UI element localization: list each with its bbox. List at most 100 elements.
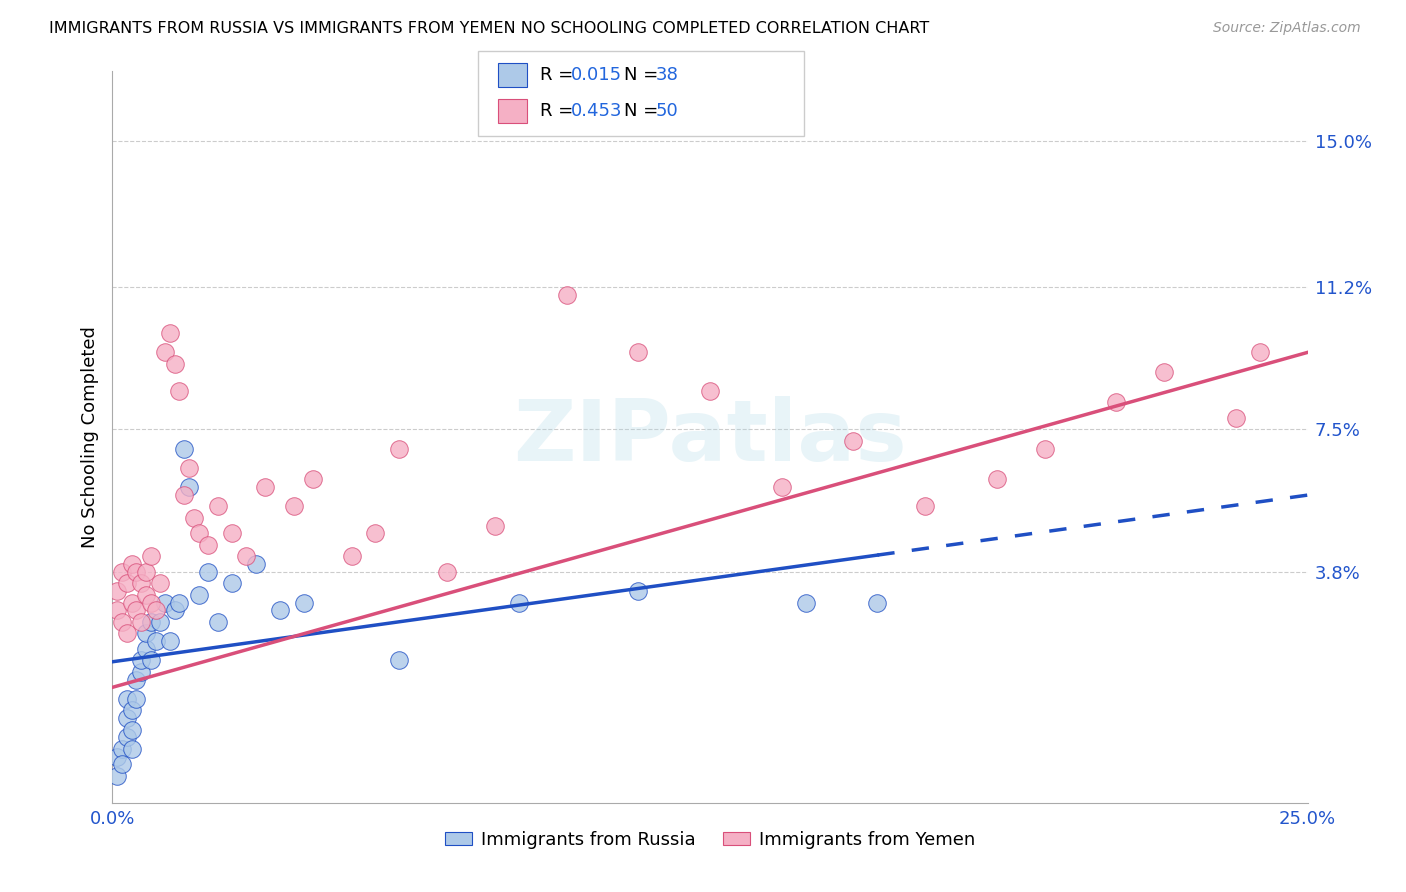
Point bbox=[699, 384, 721, 398]
Point bbox=[1225, 410, 1247, 425]
Text: R =: R = bbox=[540, 66, 579, 84]
Point bbox=[555, 287, 578, 301]
Point bbox=[135, 588, 157, 602]
Point bbox=[187, 588, 209, 602]
Point bbox=[914, 500, 936, 514]
Point bbox=[169, 596, 191, 610]
Point bbox=[388, 653, 411, 667]
Y-axis label: No Schooling Completed: No Schooling Completed bbox=[80, 326, 98, 548]
Point bbox=[221, 526, 243, 541]
Point bbox=[149, 615, 172, 629]
Point bbox=[187, 526, 209, 541]
Point bbox=[173, 442, 195, 456]
Point bbox=[269, 603, 291, 617]
Point bbox=[770, 480, 793, 494]
Point bbox=[177, 480, 200, 494]
Point bbox=[794, 596, 817, 610]
Point bbox=[145, 603, 167, 617]
Point bbox=[129, 615, 152, 629]
Point bbox=[121, 596, 143, 610]
Point bbox=[139, 549, 162, 564]
Point bbox=[177, 461, 200, 475]
Point bbox=[207, 500, 229, 514]
Point bbox=[159, 634, 181, 648]
Point bbox=[197, 565, 219, 579]
Point bbox=[121, 723, 143, 737]
Point bbox=[111, 757, 134, 772]
Point bbox=[508, 596, 530, 610]
Point bbox=[627, 584, 650, 599]
Point bbox=[163, 603, 186, 617]
Point bbox=[105, 749, 128, 764]
Point bbox=[292, 596, 315, 610]
Point bbox=[121, 703, 143, 717]
Point bbox=[139, 615, 162, 629]
Point bbox=[340, 549, 363, 564]
Point bbox=[129, 665, 152, 679]
Point bbox=[125, 603, 148, 617]
Point bbox=[115, 576, 138, 591]
Point bbox=[121, 557, 143, 571]
Point bbox=[115, 711, 138, 725]
Point bbox=[484, 518, 506, 533]
Point bbox=[842, 434, 865, 448]
Text: 0.453: 0.453 bbox=[571, 102, 623, 120]
Text: 0.015: 0.015 bbox=[571, 66, 621, 84]
Point bbox=[115, 626, 138, 640]
Point bbox=[105, 603, 128, 617]
Point bbox=[364, 526, 387, 541]
Point bbox=[627, 345, 650, 359]
Point bbox=[283, 500, 305, 514]
Text: ZIPatlas: ZIPatlas bbox=[513, 395, 907, 479]
Text: IMMIGRANTS FROM RUSSIA VS IMMIGRANTS FROM YEMEN NO SCHOOLING COMPLETED CORRELATI: IMMIGRANTS FROM RUSSIA VS IMMIGRANTS FRO… bbox=[49, 21, 929, 36]
Point bbox=[197, 538, 219, 552]
Point bbox=[986, 472, 1008, 486]
Text: 38: 38 bbox=[655, 66, 678, 84]
Point bbox=[111, 742, 134, 756]
Point bbox=[115, 731, 138, 745]
Point bbox=[125, 565, 148, 579]
Text: R =: R = bbox=[540, 102, 579, 120]
Point bbox=[115, 691, 138, 706]
Point bbox=[183, 511, 205, 525]
Point bbox=[153, 345, 176, 359]
Point bbox=[135, 565, 157, 579]
Point bbox=[436, 565, 458, 579]
Point bbox=[245, 557, 267, 571]
Text: 50: 50 bbox=[655, 102, 678, 120]
Point bbox=[125, 673, 148, 687]
Legend: Immigrants from Russia, Immigrants from Yemen: Immigrants from Russia, Immigrants from … bbox=[437, 823, 983, 856]
Point bbox=[121, 742, 143, 756]
Point bbox=[111, 615, 134, 629]
Point bbox=[135, 626, 157, 640]
Point bbox=[1249, 345, 1271, 359]
Point bbox=[163, 357, 186, 371]
Point bbox=[254, 480, 277, 494]
Text: N =: N = bbox=[624, 66, 664, 84]
Point bbox=[129, 653, 152, 667]
Point bbox=[235, 549, 257, 564]
Point bbox=[866, 596, 889, 610]
Point bbox=[1033, 442, 1056, 456]
Text: Source: ZipAtlas.com: Source: ZipAtlas.com bbox=[1213, 21, 1361, 35]
Point bbox=[129, 576, 152, 591]
Point bbox=[105, 769, 128, 783]
Point bbox=[1105, 395, 1128, 409]
Point bbox=[169, 384, 191, 398]
Point bbox=[207, 615, 229, 629]
Point bbox=[139, 653, 162, 667]
Point bbox=[105, 584, 128, 599]
Point bbox=[139, 596, 162, 610]
Point bbox=[153, 596, 176, 610]
Point bbox=[1153, 365, 1175, 379]
Point bbox=[145, 634, 167, 648]
Point bbox=[159, 326, 181, 340]
Point bbox=[221, 576, 243, 591]
Point bbox=[302, 472, 325, 486]
Point bbox=[111, 565, 134, 579]
Point bbox=[388, 442, 411, 456]
Point bbox=[135, 641, 157, 656]
Point bbox=[149, 576, 172, 591]
Text: N =: N = bbox=[624, 102, 664, 120]
Point bbox=[125, 691, 148, 706]
